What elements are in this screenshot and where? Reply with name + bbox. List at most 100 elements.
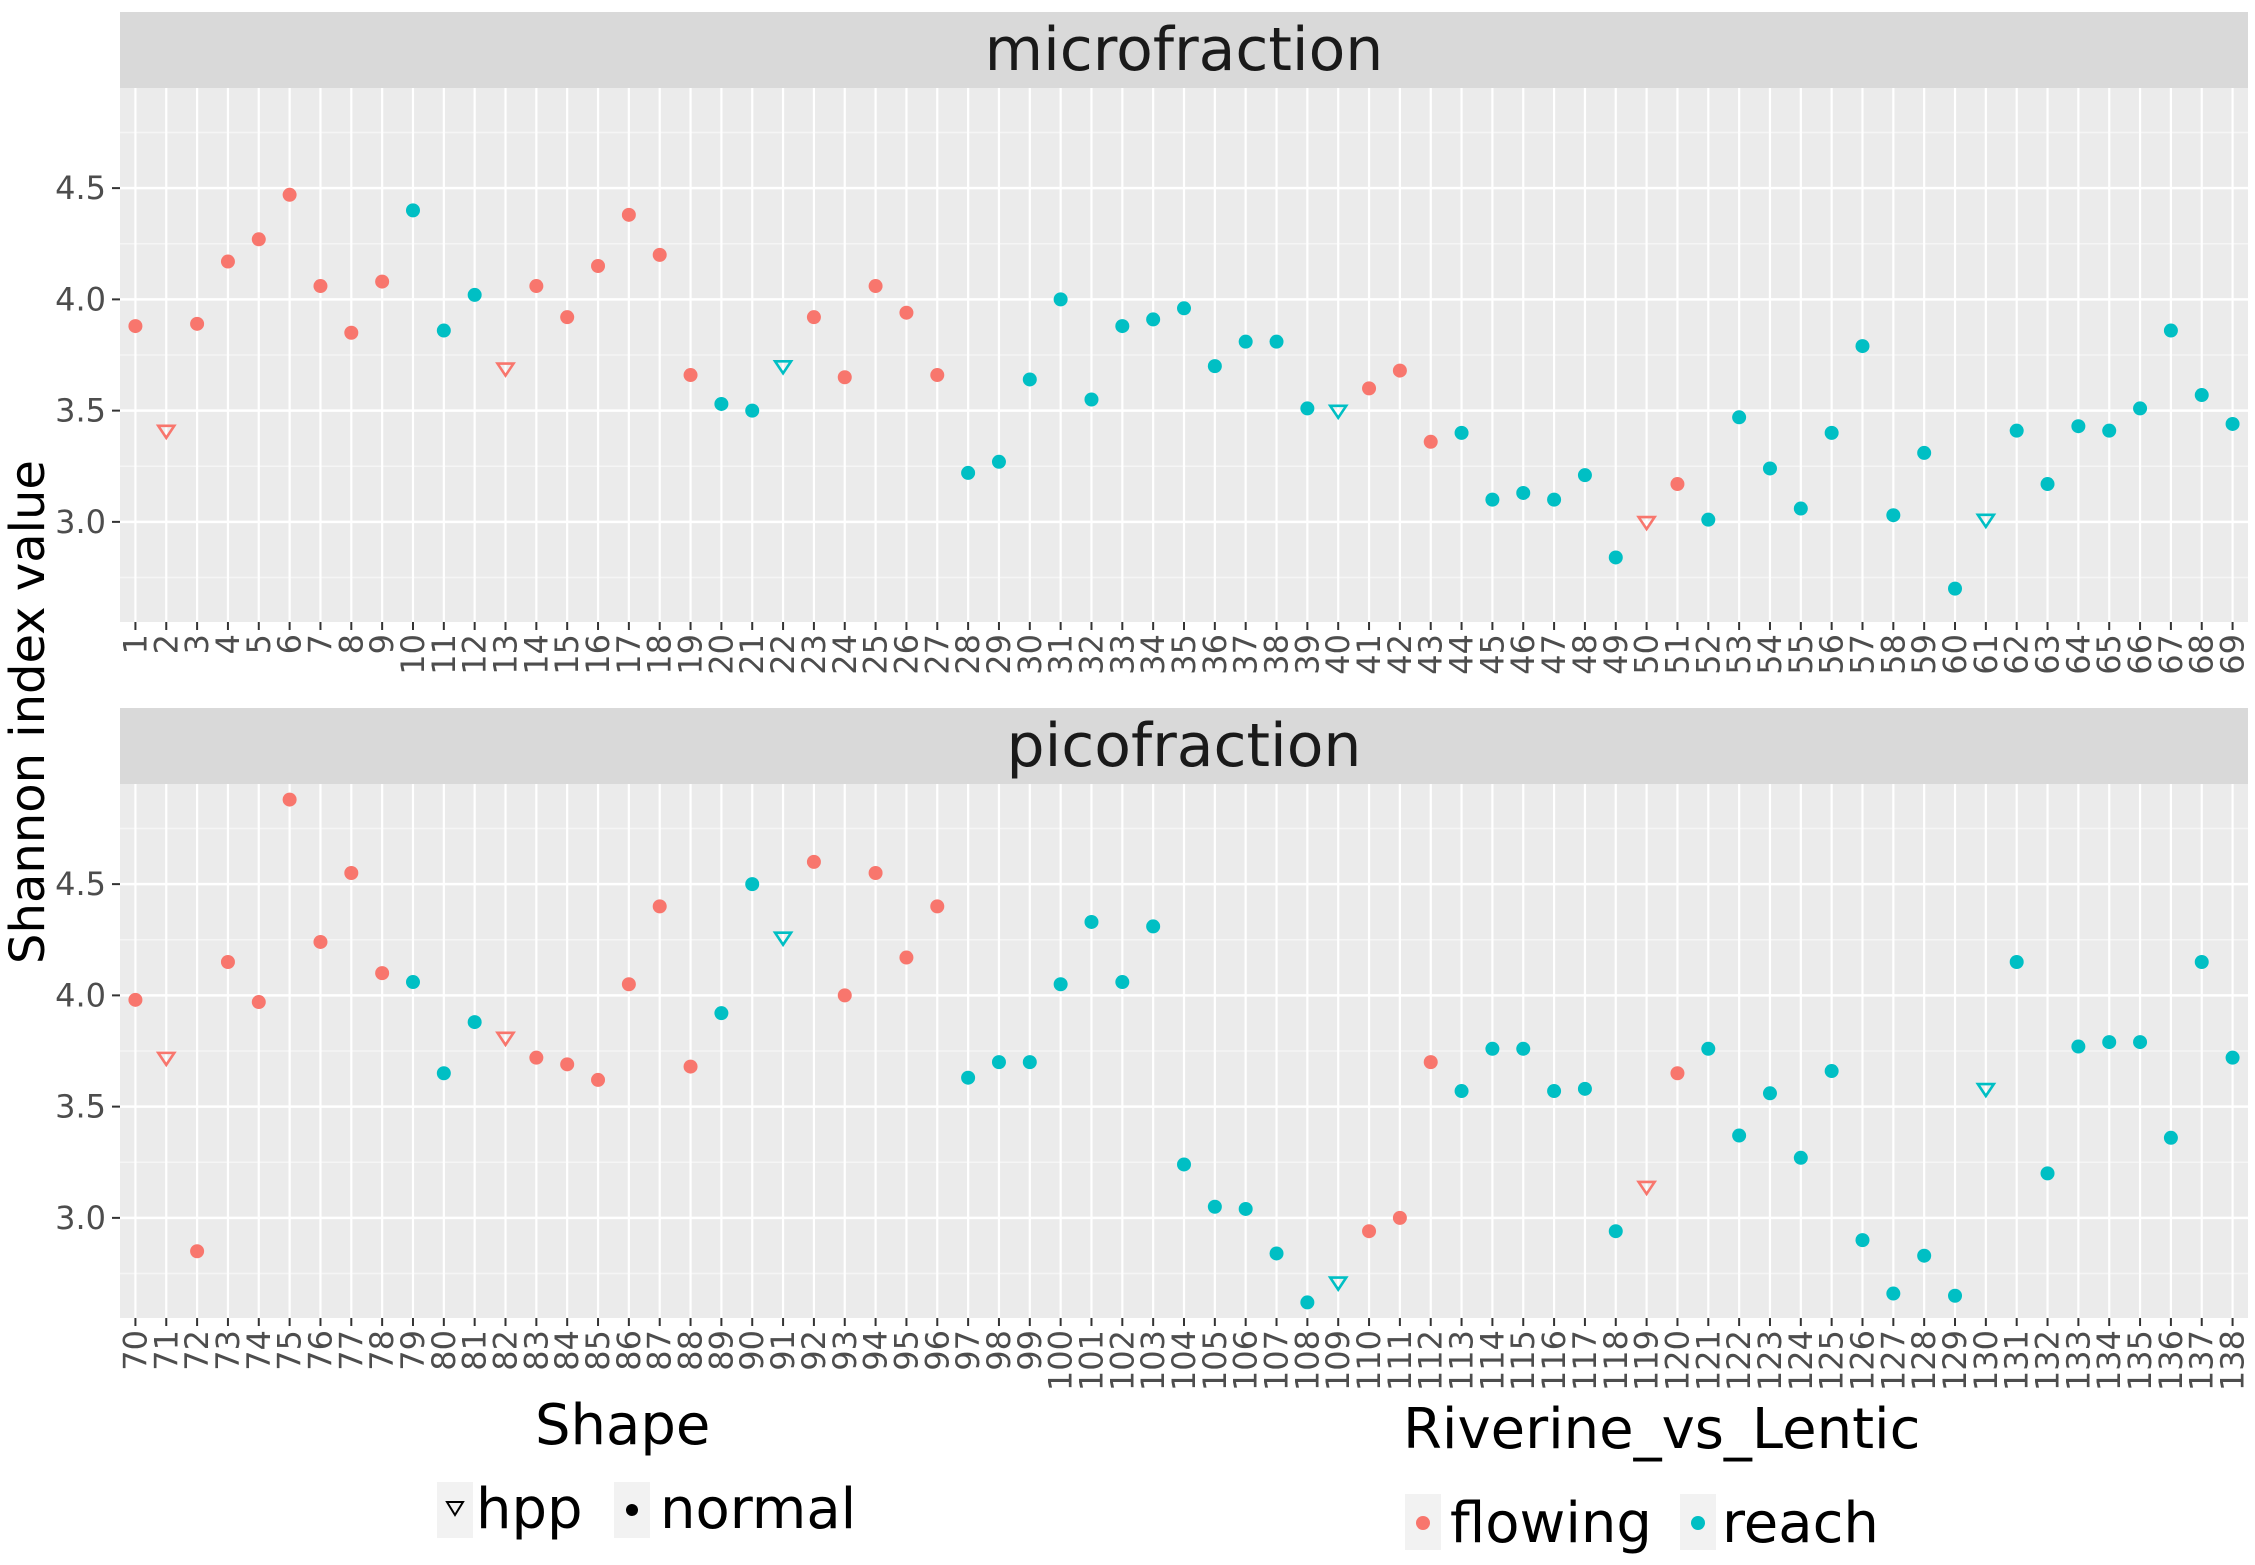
x-tick-label: 6 <box>271 634 309 654</box>
y-tick-label: 4.5 <box>55 865 106 903</box>
data-point <box>868 866 883 880</box>
x-tick-label: 44 <box>1443 634 1481 675</box>
x-tick-label: 66 <box>2121 634 2159 675</box>
data-point-hpp <box>155 1051 177 1068</box>
y-tick-label: 3.0 <box>55 503 106 541</box>
facet-strip-picofraction <box>120 708 2248 784</box>
x-tick-label: 48 <box>1566 634 1604 675</box>
data-point <box>344 866 359 880</box>
data-point <box>1053 292 1068 307</box>
x-tick-label: 123 <box>1751 1330 1789 1391</box>
legend-key-hpp <box>437 1482 473 1538</box>
x-tick-label: 35 <box>1165 634 1203 675</box>
x-tick-label: 41 <box>1350 634 1388 675</box>
x-tick-label: 20 <box>702 634 740 675</box>
data-point <box>652 899 667 914</box>
x-tick-label: 28 <box>949 634 987 675</box>
data-point <box>1762 1086 1777 1101</box>
x-tick-label: 122 <box>1720 1330 1758 1391</box>
data-point <box>1146 919 1161 934</box>
x-tick-label: 42 <box>1381 634 1419 675</box>
data-point <box>1238 1201 1253 1216</box>
x-tick-label: 132 <box>2029 1330 2067 1391</box>
data-point <box>1177 301 1191 316</box>
x-tick-label: 108 <box>1288 1330 1326 1391</box>
x-tick-label: 136 <box>2152 1330 2190 1391</box>
x-tick-label: 77 <box>332 1330 370 1371</box>
data-point <box>2102 1035 2117 1050</box>
data-point <box>1084 914 1099 929</box>
facet-strip-microfraction <box>120 12 2248 88</box>
data-point <box>683 1059 698 1074</box>
x-tick-label: 81 <box>456 1330 494 1371</box>
data-point <box>1207 359 1222 374</box>
x-tick-label: 88 <box>672 1330 710 1371</box>
data-point <box>1608 550 1623 565</box>
data-point <box>436 323 451 338</box>
x-tick-label: 124 <box>1782 1330 1820 1391</box>
x-tick-label: 111 <box>1381 1330 1419 1391</box>
data-point <box>220 955 235 969</box>
data-point <box>1547 492 1562 507</box>
x-tick-label: 25 <box>857 634 895 675</box>
x-tick-label: 115 <box>1504 1330 1542 1391</box>
data-point-hpp <box>1975 1082 1997 1099</box>
data-point <box>251 995 266 1010</box>
x-tick-label: 33 <box>1103 634 1141 675</box>
x-tick-label: 137 <box>2183 1330 2221 1391</box>
x-tick-label: 113 <box>1443 1330 1481 1391</box>
data-point <box>1608 1224 1623 1239</box>
data-point <box>2071 419 2086 434</box>
data-point <box>190 1244 205 1259</box>
x-tick-label: 73 <box>209 1330 247 1371</box>
data-point <box>436 1066 451 1081</box>
x-tick-label: 114 <box>1473 1330 1511 1391</box>
data-point <box>1300 401 1315 416</box>
x-tick-label: 130 <box>1967 1330 2005 1391</box>
facet-panels: microfraction3.03.54.04.5123456789101112… <box>55 12 2252 1391</box>
data-point-hpp <box>1327 1276 1349 1292</box>
x-tick-label: 70 <box>116 1330 154 1371</box>
x-tick-label: 46 <box>1504 634 1542 675</box>
x-tick-label: 10 <box>394 634 432 675</box>
x-tick-label: 55 <box>1782 634 1820 675</box>
data-point <box>930 368 945 383</box>
data-point <box>1762 461 1777 476</box>
x-tick-label: 101 <box>1072 1330 1110 1391</box>
x-tick-label: 2 <box>147 634 185 654</box>
x-tick-label: 80 <box>425 1330 463 1371</box>
x-tick-label: 39 <box>1288 634 1326 675</box>
data-point <box>961 465 976 480</box>
x-tick-label: 74 <box>240 1330 278 1371</box>
data-point-hpp <box>1636 515 1658 532</box>
x-tick-label: 50 <box>1628 634 1666 675</box>
data-point-hpp <box>1327 404 1349 421</box>
data-point <box>1701 1041 1716 1056</box>
filled-circle-icon <box>626 1504 638 1516</box>
data-point <box>961 1070 976 1085</box>
data-point <box>1269 334 1284 349</box>
data-point <box>405 203 420 218</box>
data-point <box>529 279 544 294</box>
data-point-hpp <box>495 362 516 378</box>
x-tick-label: 53 <box>1720 634 1758 675</box>
data-point <box>2102 423 2117 438</box>
x-tick-label: 97 <box>949 1330 987 1371</box>
data-point <box>930 899 945 914</box>
x-tick-label: 34 <box>1134 634 1172 675</box>
data-point <box>1732 1128 1747 1143</box>
x-tick-label: 86 <box>610 1330 648 1371</box>
flowing-color-dot <box>1416 1516 1430 1530</box>
x-tick-label: 102 <box>1103 1330 1141 1391</box>
data-point <box>683 368 698 383</box>
data-point <box>2040 477 2055 492</box>
data-point-hpp <box>772 360 794 376</box>
data-point <box>1423 1055 1438 1070</box>
legend-label-hpp: hpp <box>476 1477 583 1542</box>
data-point <box>282 792 297 807</box>
data-point <box>560 310 575 325</box>
x-tick-label: 95 <box>887 1330 925 1371</box>
x-tick-label: 72 <box>178 1330 216 1371</box>
x-tick-label: 89 <box>702 1330 740 1371</box>
x-tick-label: 91 <box>764 1330 802 1371</box>
